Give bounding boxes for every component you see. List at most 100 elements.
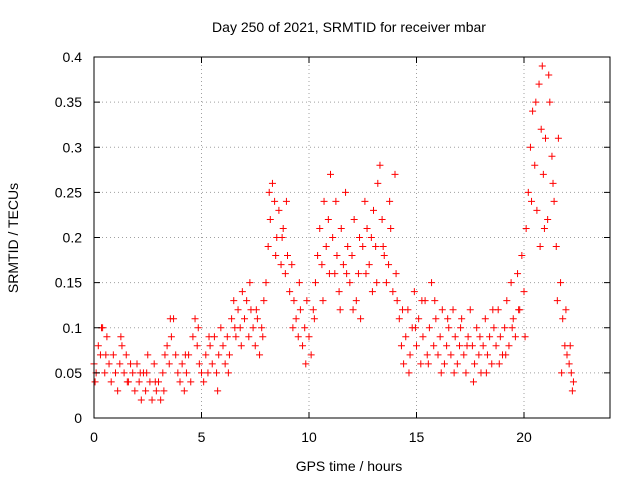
data-point: [503, 297, 511, 305]
data-point: [434, 351, 442, 359]
data-point: [436, 333, 444, 341]
data-point: [237, 342, 245, 350]
data-point: [392, 270, 400, 278]
data-point: [475, 351, 483, 359]
data-point: [160, 387, 168, 395]
data-point: [374, 179, 382, 187]
data-point: [135, 378, 143, 386]
data-point: [181, 351, 189, 359]
data-point: [262, 279, 270, 287]
data-point: [346, 279, 354, 287]
y-tick-label: 0.4: [63, 49, 83, 65]
data-point: [131, 387, 139, 395]
data-point: [553, 297, 561, 305]
data-point: [372, 243, 380, 251]
data-point: [537, 125, 545, 133]
data-point: [568, 387, 576, 395]
data-point: [272, 252, 280, 260]
data-point: [413, 342, 420, 350]
data-point: [538, 62, 546, 70]
data-point: [431, 297, 439, 305]
data-point: [94, 342, 102, 350]
y-tick-label: 0.15: [55, 275, 82, 291]
data-point: [225, 351, 233, 359]
data-point: [357, 315, 365, 323]
data-point: [343, 270, 351, 278]
data-point: [180, 387, 188, 395]
data-point: [117, 333, 125, 341]
data-point: [473, 324, 481, 332]
data-point: [195, 360, 203, 368]
data-point: [198, 369, 205, 377]
data-point: [150, 360, 158, 368]
data-point: [379, 243, 387, 251]
data-point: [415, 315, 423, 323]
data-point: [562, 306, 570, 314]
data-point: [223, 333, 231, 341]
data-point: [545, 71, 553, 79]
data-point: [466, 306, 474, 314]
data-point: [243, 297, 251, 305]
data-point: [107, 378, 115, 386]
data-point: [284, 252, 291, 260]
data-point: [456, 342, 463, 350]
data-point: [386, 197, 394, 205]
data-point: [471, 360, 479, 368]
data-point: [393, 297, 401, 305]
data-point: [314, 252, 322, 260]
data-point: [532, 98, 540, 106]
data-point: [336, 306, 344, 314]
data-point: [251, 342, 259, 350]
data-point: [501, 324, 509, 332]
data-point: [105, 360, 113, 368]
data-point: [299, 342, 307, 350]
data-point: [518, 252, 526, 260]
data-point: [495, 360, 503, 368]
data-point: [230, 297, 238, 305]
data-point: [288, 261, 296, 269]
data-point: [378, 215, 386, 223]
data-points: [90, 62, 577, 404]
data-point: [148, 396, 156, 404]
data-point: [554, 134, 562, 142]
data-point: [295, 279, 303, 287]
data-point: [324, 215, 332, 223]
data-point: [271, 197, 279, 205]
data-point: [213, 369, 221, 377]
data-point: [449, 306, 457, 314]
data-point: [279, 224, 287, 232]
data-point: [264, 243, 272, 251]
data-point: [219, 342, 227, 350]
data-point: [268, 179, 276, 187]
data-point: [544, 215, 552, 223]
data-point: [460, 351, 468, 359]
data-point: [208, 360, 216, 368]
data-point: [103, 333, 111, 341]
data-point: [387, 224, 395, 232]
x-tick-label: 10: [301, 429, 317, 445]
data-point: [515, 306, 523, 314]
x-tick-label: 20: [516, 429, 532, 445]
data-point: [539, 170, 547, 178]
data-point: [127, 360, 135, 368]
data-point: [410, 288, 418, 296]
data-point: [531, 161, 539, 169]
data-point: [109, 351, 117, 359]
data-point: [361, 197, 369, 205]
data-point: [318, 261, 326, 269]
data-point: [342, 188, 350, 196]
data-point: [402, 333, 410, 341]
data-point: [453, 360, 461, 368]
data-point: [526, 143, 534, 151]
data-point: [118, 342, 126, 350]
data-point: [521, 333, 529, 341]
data-point: [296, 306, 304, 314]
chart-title: Day 250 of 2021, SRMTID for receiver mba…: [212, 19, 486, 35]
data-point: [178, 360, 186, 368]
data-point: [458, 315, 466, 323]
data-point: [440, 360, 448, 368]
data-point: [194, 324, 202, 332]
data-point: [481, 315, 489, 323]
data-point: [542, 134, 549, 142]
data-point: [476, 333, 484, 341]
